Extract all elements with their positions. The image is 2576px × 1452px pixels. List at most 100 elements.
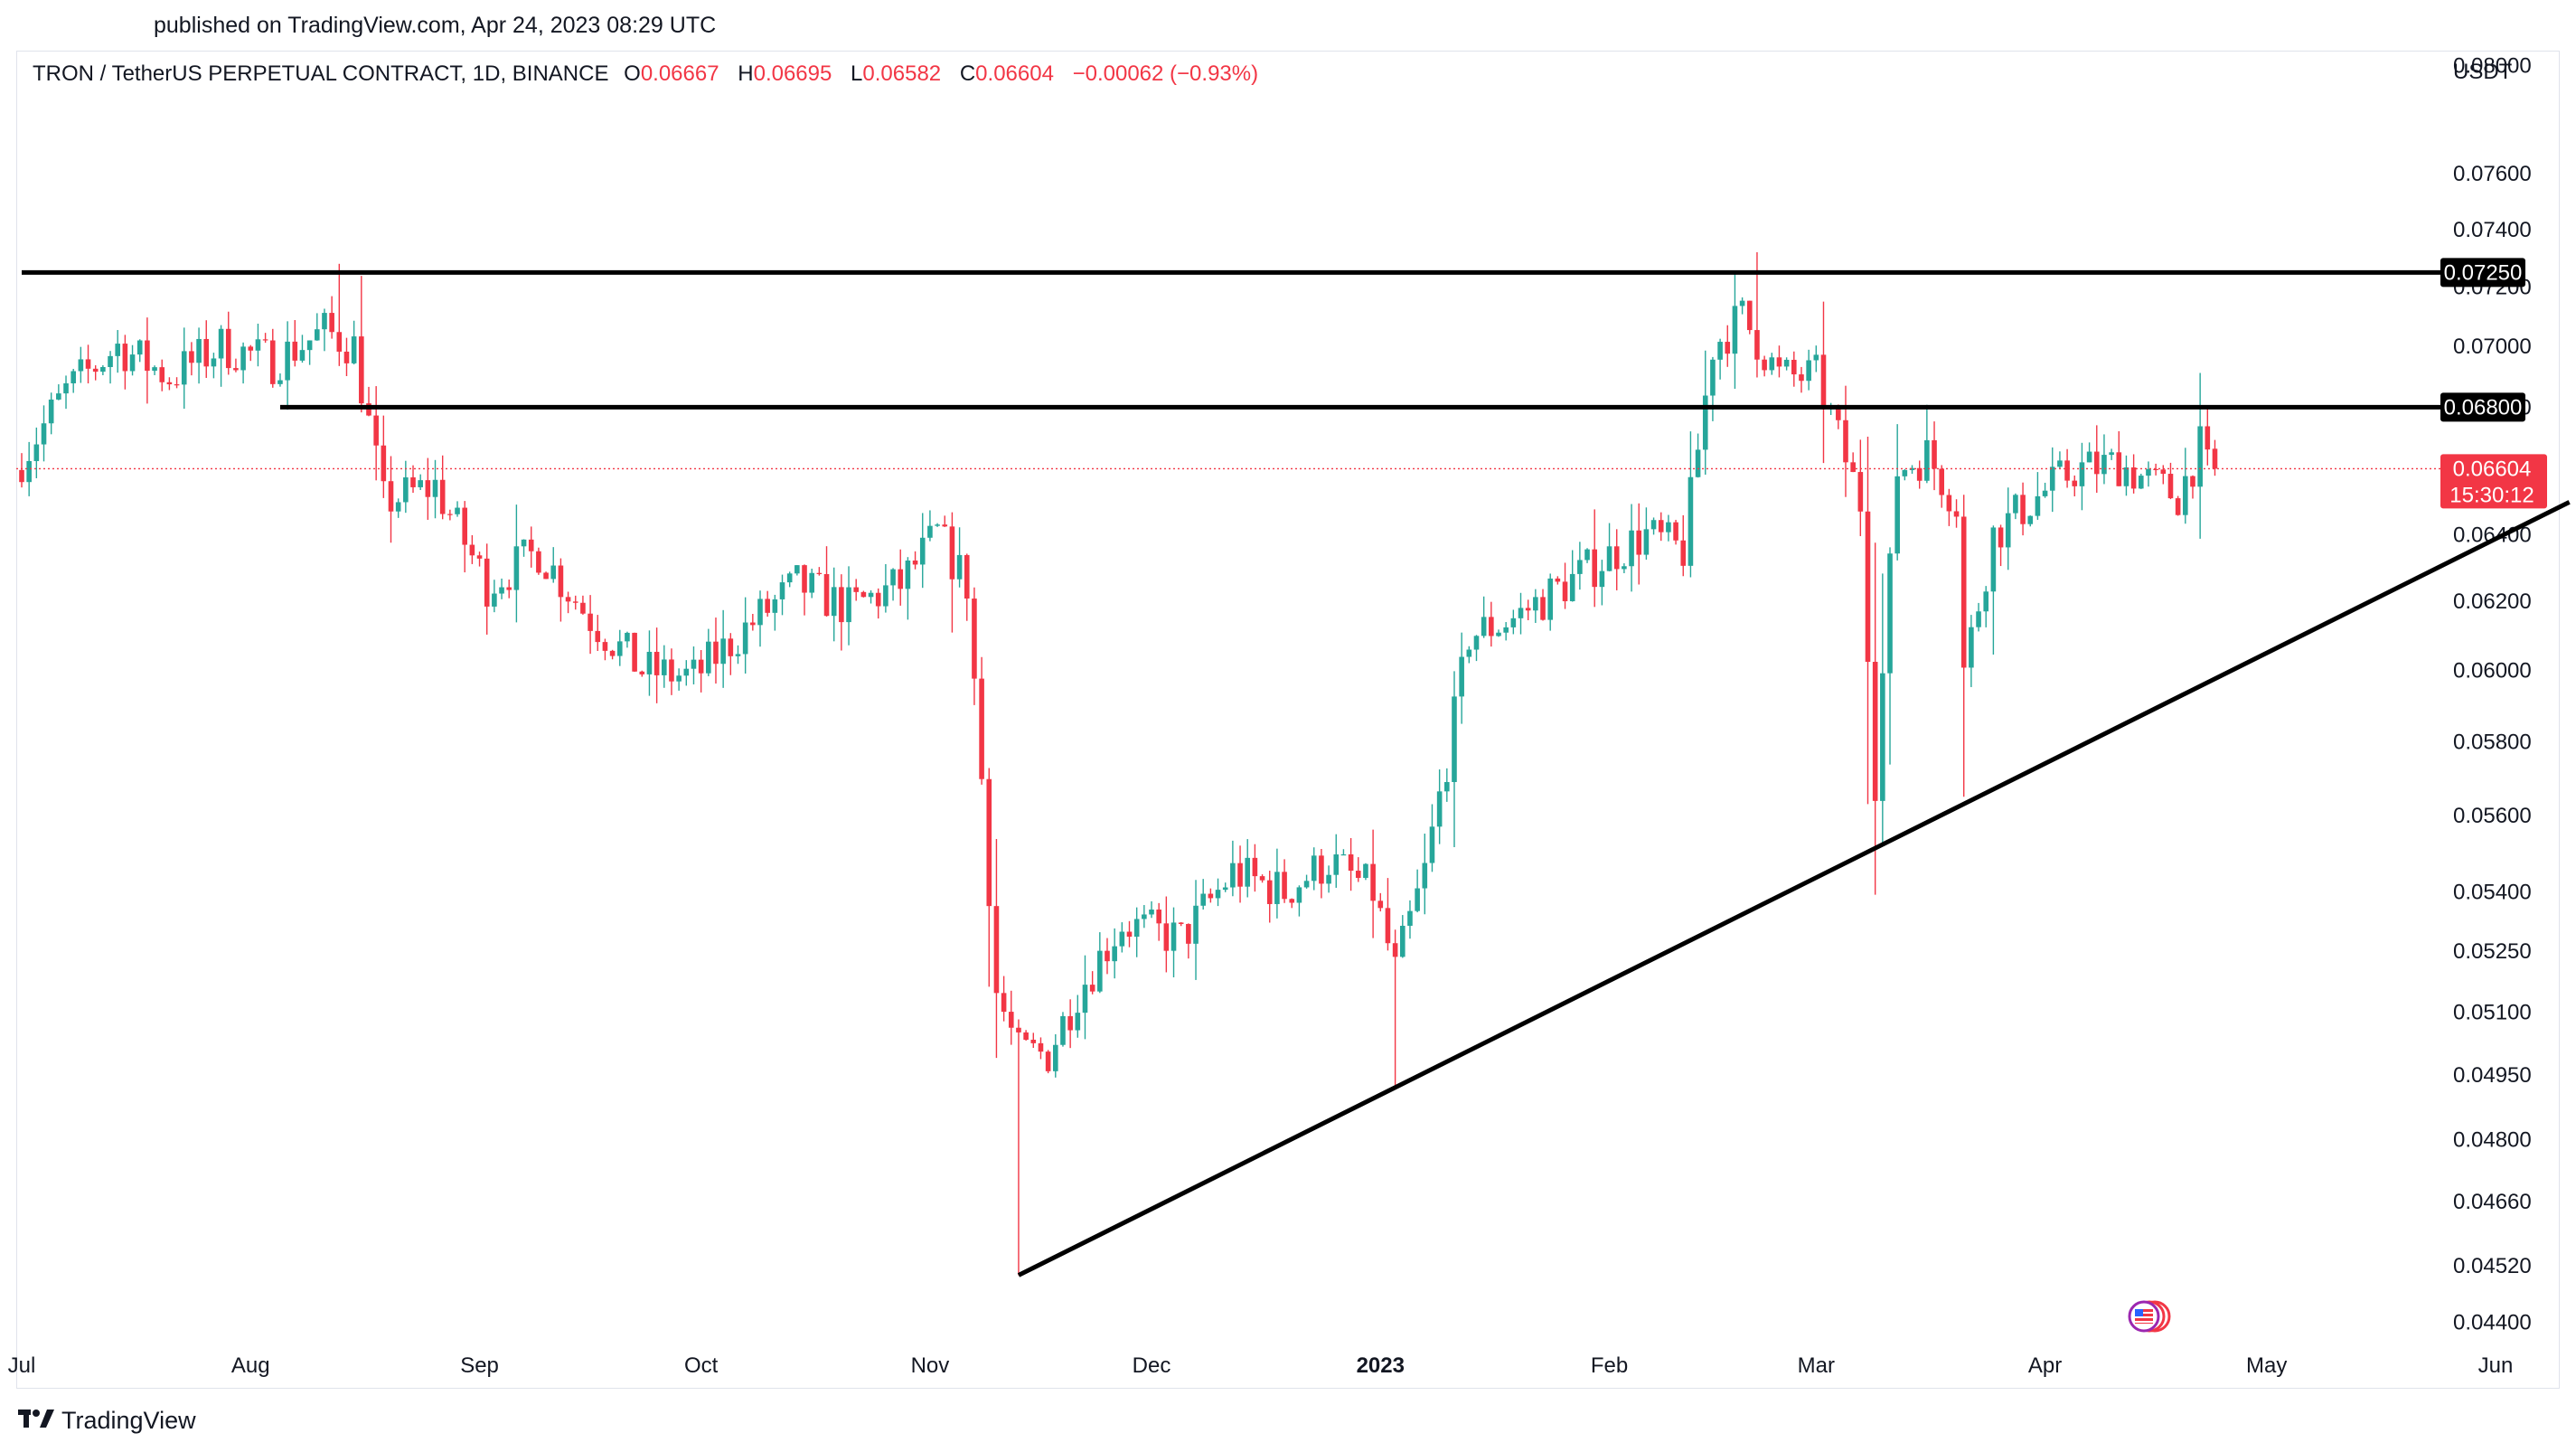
close-label: C (959, 61, 976, 86)
candle-body (1149, 910, 1154, 915)
candle-body (1097, 950, 1103, 992)
candle-body (1222, 887, 1228, 891)
symbol-title[interactable]: TRON / TetherUS PERPETUAL CONTRACT, 1D, … (33, 61, 609, 86)
candle-body (1156, 910, 1161, 924)
candle-body (1894, 476, 1900, 554)
candle-body (1363, 863, 1368, 878)
candle-body (1105, 950, 1110, 962)
candle-body (1769, 357, 1775, 371)
candle-body (2064, 460, 2070, 481)
candle-body (63, 382, 69, 394)
candle-body (1016, 1027, 1021, 1032)
candle-body (1311, 855, 1317, 882)
low-value: 0.06582 (862, 61, 942, 86)
candle-body (85, 359, 91, 369)
candle-body (351, 336, 357, 363)
candle-body (1562, 581, 1568, 601)
candle-body (152, 367, 157, 372)
candle-body (625, 632, 630, 642)
candle-body (846, 587, 851, 623)
bar-countdown-label: 15:30:12 (2449, 483, 2534, 507)
candle-body (1089, 985, 1095, 992)
candle-body (1680, 540, 1687, 566)
candle-body (1473, 636, 1480, 650)
candle-body (329, 313, 334, 333)
candle-body (986, 778, 992, 907)
candle-body (115, 344, 121, 356)
y-tick-label: 0.06200 (2453, 589, 2532, 614)
candle-body (1377, 900, 1384, 909)
candle-body (802, 565, 807, 593)
candle-body (1762, 359, 1767, 371)
x-tick-label: Dec (1133, 1353, 1171, 1378)
y-tick-label: 0.05800 (2453, 730, 2532, 754)
candle-body (129, 354, 136, 372)
candle-body (1319, 855, 1324, 884)
candle-body (898, 569, 904, 589)
candle-body (189, 351, 194, 363)
candle-body (1525, 608, 1531, 611)
us-flag-events-icon[interactable] (2122, 1298, 2180, 1339)
candle-body (536, 551, 541, 573)
candle-body (2190, 476, 2195, 487)
y-tick-label: 0.06000 (2453, 658, 2532, 683)
candle-body (750, 622, 756, 626)
candle-body (786, 573, 793, 583)
candle-body (1540, 597, 1546, 620)
candle-body (935, 524, 940, 526)
candle-body (322, 313, 327, 330)
candle-body (1969, 627, 1974, 668)
candle-body (108, 355, 113, 367)
candle-body (248, 346, 254, 351)
candle-body (1303, 881, 1310, 888)
candle-body (1170, 922, 1177, 951)
candle-body (1599, 570, 1605, 588)
candle-body (868, 592, 874, 598)
candle-body (240, 346, 246, 371)
candle-body (588, 613, 593, 631)
candle-body (1791, 359, 1797, 375)
candle-body (1636, 530, 1642, 555)
y-tick-label: 0.04950 (2453, 1063, 2532, 1088)
last-price-label: 0.06604 (2453, 457, 2532, 481)
candle-body (1422, 863, 1428, 889)
candle-body (550, 565, 557, 580)
candle-body (972, 599, 977, 679)
candle-body (1806, 360, 1811, 382)
x-tick-label: Aug (231, 1353, 270, 1378)
candle-body (1739, 300, 1745, 306)
candle-body (890, 569, 896, 586)
candle-body (927, 525, 933, 538)
candle-body (823, 573, 830, 617)
candle-body (2205, 426, 2211, 450)
candle-body (661, 659, 667, 675)
candle-body (1045, 1051, 1051, 1071)
candle-body (1133, 919, 1140, 938)
candle-body (395, 502, 401, 512)
y-tick-label: 0.05100 (2453, 1000, 2532, 1024)
candle-body (949, 526, 955, 580)
candle-body (1370, 863, 1376, 901)
candle-body (1436, 791, 1443, 827)
candle-body (956, 554, 963, 580)
candle-body (528, 539, 534, 552)
candle-body (1717, 342, 1723, 360)
x-tick-label: Jun (2478, 1353, 2514, 1378)
candle-body (1569, 573, 1575, 601)
candle-body (403, 476, 409, 503)
candle-body (462, 507, 467, 545)
candle-body (2212, 448, 2218, 469)
currency-label[interactable]: USDT (2453, 60, 2513, 84)
candle-body (875, 592, 881, 607)
candle-body (455, 507, 460, 514)
candle-body (19, 469, 24, 483)
candle-body (720, 638, 726, 665)
candle-body (1547, 578, 1553, 620)
x-tick-label: Jul (8, 1353, 36, 1378)
candle-body (1429, 826, 1435, 863)
y-tick-label: 0.05250 (2453, 939, 2532, 964)
candle-body (1067, 1015, 1073, 1031)
candle-body (1983, 591, 1989, 612)
candle-body (653, 651, 660, 675)
